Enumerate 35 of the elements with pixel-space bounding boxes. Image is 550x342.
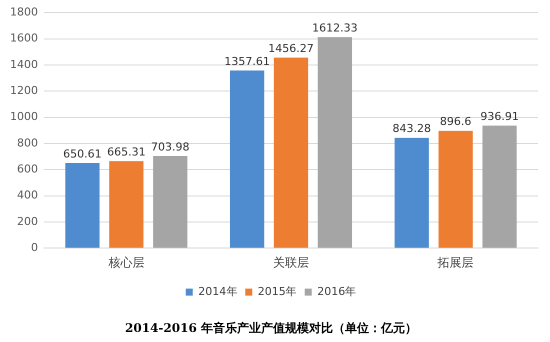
- data-label: 1357.61: [224, 54, 270, 68]
- y-tick-label: 400: [16, 188, 38, 202]
- y-tick-label: 1800: [10, 5, 38, 18]
- data-label: 703.98: [150, 140, 190, 154]
- bar: [109, 161, 144, 248]
- bar: [438, 130, 473, 248]
- data-label: 896.6: [440, 115, 472, 128]
- bar: [230, 70, 264, 248]
- y-tick-label: 1400: [10, 58, 38, 71]
- x-tick-label: 核心层: [107, 256, 144, 270]
- y-tick-label: 600: [16, 162, 38, 176]
- data-label: 1612.33: [312, 22, 358, 35]
- y-tick-label: 1200: [10, 84, 38, 97]
- legend-label: 2016年: [317, 284, 356, 298]
- data-label: 665.31: [107, 145, 146, 158]
- data-label: 843.28: [392, 122, 432, 136]
- y-tick-label: 0: [30, 241, 38, 254]
- data-label: 1456.27: [268, 42, 314, 55]
- bar: [274, 58, 308, 248]
- text: 2014-2016 年音乐产业产值规模对比（单位：亿元）: [125, 320, 417, 335]
- bar: [65, 163, 100, 248]
- y-tick-label: 1000: [10, 110, 38, 124]
- data-label: 936.91: [480, 110, 519, 123]
- x-tick-label: 拓展层: [436, 256, 474, 270]
- y-tick-label: 800: [16, 136, 38, 150]
- bar: [394, 138, 429, 248]
- data-label: 650.61: [63, 147, 102, 160]
- y-tick-label: 1600: [10, 32, 38, 45]
- legend-label: 2014年: [198, 284, 238, 298]
- x-tick-label: 关联层: [272, 256, 309, 270]
- bar: [318, 37, 352, 248]
- bar: [153, 156, 188, 248]
- y-tick-label: 200: [16, 214, 38, 228]
- legend-label: 2015年: [258, 284, 297, 298]
- bar: [482, 126, 517, 248]
